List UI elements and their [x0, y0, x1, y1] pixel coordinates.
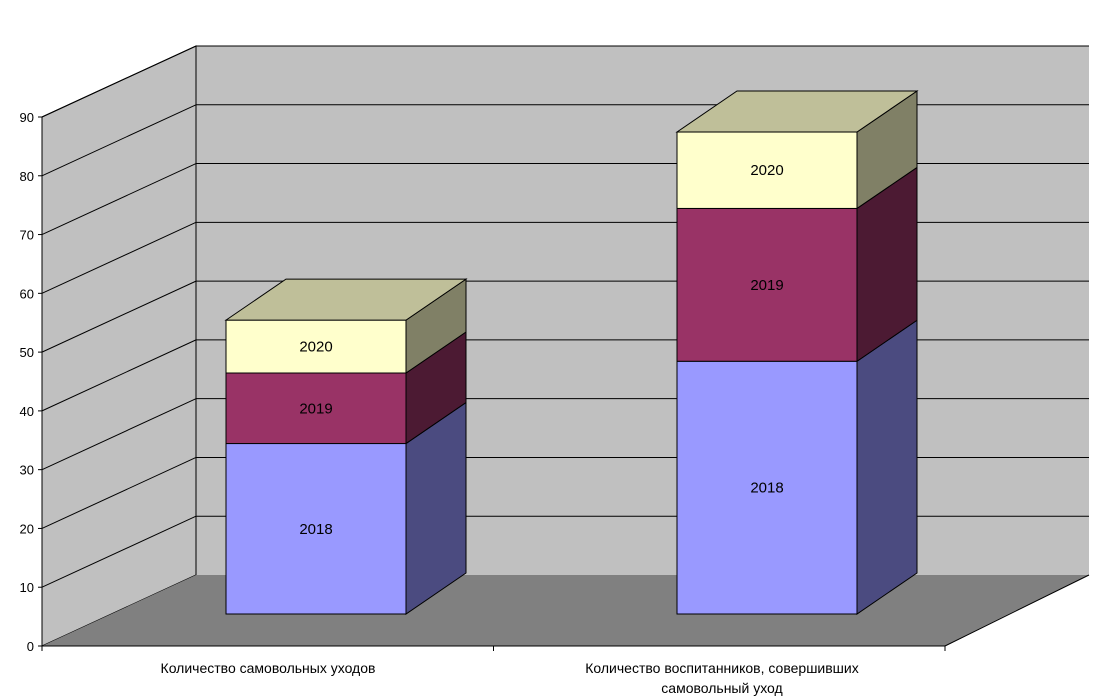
y-tick-label: 60 — [20, 286, 34, 301]
bar-segment — [225, 319, 407, 374]
category-label: Количество воспитанников, совершивших — [585, 660, 859, 676]
bar-segment-label: 2020 — [299, 339, 332, 356]
gridline-side — [41, 163, 197, 236]
bar-segment-label: 2019 — [299, 400, 332, 417]
gridline-side — [41, 45, 197, 118]
bar-segment — [676, 131, 858, 209]
bar-stack: 2018 2019 2020 — [675, 90, 919, 615]
gridline-side — [41, 280, 197, 353]
gridline-side — [41, 398, 197, 471]
category-axis: Количество самовольных уходов Количество … — [41, 645, 946, 696]
bar-segment-label: 2018 — [299, 521, 332, 538]
bar-segment — [676, 360, 858, 615]
gridline-side — [41, 104, 197, 177]
side-wall — [41, 45, 197, 647]
bars: 2018 2019 2020 2018 2019 2020 — [224, 90, 919, 615]
gridline-side — [41, 515, 197, 588]
bar-top — [675, 90, 919, 133]
bar-segment — [225, 443, 407, 615]
bar-top — [224, 278, 468, 321]
y-tick-label: 40 — [20, 404, 34, 419]
value-axis: 0 10 20 30 40 50 60 70 80 90 — [20, 110, 43, 654]
gridline-side — [41, 221, 197, 294]
bar-stack: 2018 2019 2020 — [224, 278, 468, 615]
y-tick-label: 70 — [20, 228, 34, 243]
y-tick-label: 20 — [20, 521, 34, 536]
floor-edge — [944, 574, 1090, 647]
bar-segment — [676, 207, 858, 362]
category-label: Количество самовольных уходов — [161, 660, 376, 676]
bar-segment-side — [856, 319, 918, 615]
y-tick-label: 80 — [20, 169, 34, 184]
bar-segment-label: 2018 — [750, 480, 783, 497]
y-tick-label: 0 — [27, 639, 34, 654]
y-tick-label: 30 — [20, 463, 34, 478]
chart-walls — [41, 45, 1090, 647]
bar-segment-label: 2020 — [750, 162, 783, 179]
y-tick-label: 10 — [20, 580, 34, 595]
y-tick-label: 90 — [20, 110, 34, 125]
floor — [42, 575, 1089, 646]
gridline-side — [41, 339, 197, 412]
gridline-side — [41, 456, 197, 529]
y-tick-label: 50 — [20, 345, 34, 360]
bar-segment-label: 2019 — [750, 277, 783, 294]
category-label: самовольный уход — [661, 680, 782, 696]
